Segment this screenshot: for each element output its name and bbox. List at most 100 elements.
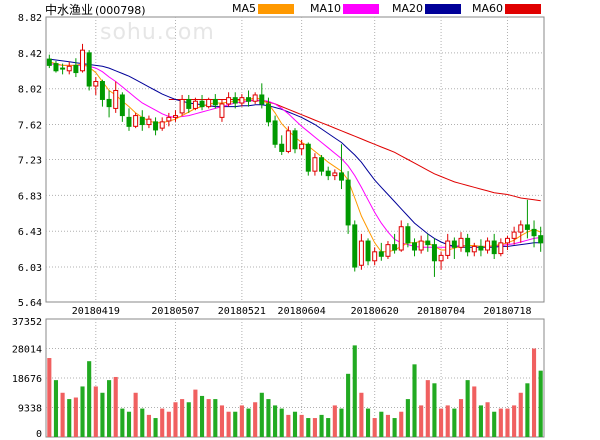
candle-body: [285, 130, 291, 152]
volume-bar: [332, 405, 337, 437]
volume-bar: [419, 405, 424, 437]
volume-bar: [339, 408, 344, 437]
candle: [73, 58, 79, 78]
candle-body: [485, 240, 491, 251]
candle-body: [113, 89, 119, 109]
candle-body: [119, 94, 125, 117]
volume-bar: [372, 418, 377, 437]
legend-ma10-label: MA10: [310, 2, 342, 15]
candle-body: [46, 58, 52, 66]
price-y-axis: 8.82 8.42 8.02 7.62 7.23 6.83 6.43 6.03 5.64: [18, 13, 42, 309]
candle: [431, 238, 437, 277]
candle-body: [159, 121, 165, 129]
volume-tick-label: 0: [36, 429, 42, 440]
candle-body: [405, 226, 411, 244]
volume-bar: [405, 399, 410, 437]
candle-body: [478, 245, 484, 251]
ma5-line: [49, 61, 541, 253]
volume-bar: [498, 408, 503, 437]
candle: [511, 226, 517, 245]
volume-y-axis: 37352 28014 18676 9338 0: [12, 317, 42, 440]
ma60-line: [168, 99, 541, 202]
candle-body: [312, 157, 318, 172]
candle: [504, 235, 510, 251]
volume-bar: [518, 392, 523, 437]
candle-body: [398, 226, 404, 251]
candle: [358, 233, 364, 270]
candle-body: [246, 97, 252, 102]
candle: [93, 77, 99, 95]
volume-bar: [365, 408, 371, 437]
candle-body: [199, 100, 205, 108]
volume-bars: [47, 345, 543, 437]
volume-bar: [472, 386, 477, 437]
date-tick-label: 20180419: [72, 306, 120, 317]
candle: [206, 97, 212, 109]
legend-ma20-label: MA20: [392, 2, 424, 15]
candle: [272, 115, 278, 148]
candle-body: [172, 115, 178, 118]
volume-bar: [352, 345, 357, 437]
candle: [80, 43, 86, 73]
legend-ma20: MA20: [392, 2, 462, 15]
candle: [338, 144, 344, 190]
candle-body: [272, 120, 278, 145]
date-tick-label: 20180507: [151, 306, 199, 317]
price-tick-label: 8.42: [18, 49, 42, 60]
volume-bar: [146, 414, 151, 437]
volume-bar: [492, 411, 497, 437]
candle-body: [431, 244, 437, 262]
volume-bar: [505, 408, 510, 437]
candle: [159, 117, 165, 131]
volume-bar: [319, 414, 324, 437]
candle-body: [358, 240, 364, 266]
candle-body: [445, 240, 451, 256]
price-tick-label: 8.82: [18, 13, 42, 24]
volume-bar: [87, 361, 92, 437]
candle: [458, 232, 464, 252]
volume-bar: [359, 392, 364, 437]
candle: [392, 233, 398, 254]
candle-body: [60, 67, 66, 70]
volume-bar: [286, 414, 291, 437]
candle: [385, 241, 391, 259]
volume-bar: [478, 405, 483, 437]
volume-bar: [538, 370, 543, 437]
candle: [418, 235, 424, 254]
candle-body: [365, 240, 371, 262]
legend-ma5: MA5: [232, 2, 295, 15]
date-tick-label: 20180521: [218, 306, 266, 317]
candle: [246, 90, 252, 107]
candle: [106, 90, 112, 118]
candle-body: [146, 118, 152, 126]
candle-body: [179, 98, 185, 114]
volume-bar: [299, 414, 304, 437]
volume-bar: [199, 395, 205, 437]
candle-body: [299, 143, 305, 150]
volume-bar: [379, 411, 384, 437]
candle: [146, 115, 152, 129]
legend-ma10: MA10: [310, 2, 380, 15]
volume-bar: [233, 411, 238, 437]
volume-bar: [399, 411, 404, 437]
volume-bar: [445, 405, 450, 437]
candle: [199, 94, 205, 111]
candle: [86, 50, 92, 91]
candle: [172, 110, 178, 122]
candle-body: [378, 251, 384, 257]
candle-body: [206, 98, 212, 108]
volume-bar: [239, 405, 244, 437]
candle: [319, 155, 325, 176]
volume-bar: [525, 383, 530, 437]
candle: [531, 220, 537, 248]
candle: [153, 117, 159, 136]
candle-body: [279, 143, 285, 152]
candle: [312, 153, 318, 176]
candle-body: [392, 244, 398, 251]
volume-bar: [226, 411, 231, 437]
candle-body: [139, 116, 145, 126]
candle-body: [292, 130, 298, 150]
candle: [279, 135, 285, 156]
date-tick-label: 20180718: [483, 306, 531, 317]
